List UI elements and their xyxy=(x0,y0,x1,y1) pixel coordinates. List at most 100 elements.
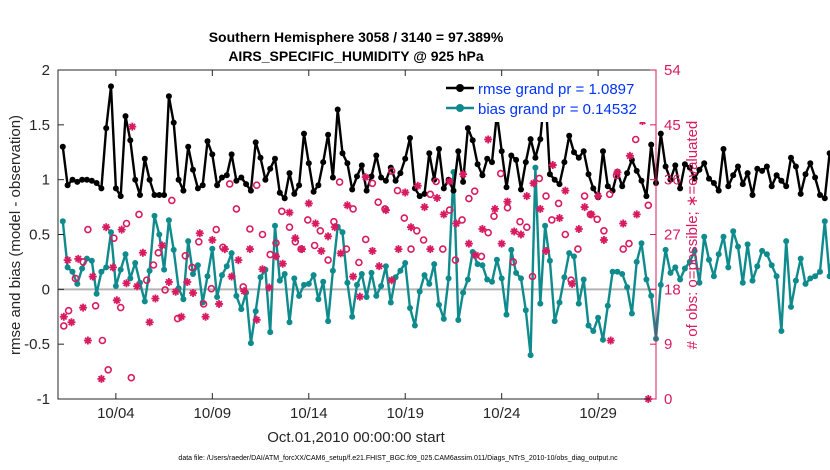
bias-point xyxy=(223,263,230,270)
bias-point xyxy=(783,238,790,245)
obs-possible-point xyxy=(438,245,447,253)
obs-evaluated-point xyxy=(215,299,224,308)
rmse-point xyxy=(759,167,766,174)
rmse-point xyxy=(730,172,737,179)
rmse-point xyxy=(474,161,481,168)
obs-possible-point xyxy=(516,217,524,226)
rmse-point xyxy=(296,182,303,189)
obs-evaluated-point xyxy=(336,249,345,258)
rmse-point xyxy=(778,177,785,184)
rmse-point xyxy=(407,135,413,141)
bias-point xyxy=(493,256,500,263)
obs-possible-point xyxy=(355,258,363,267)
rmse-point xyxy=(368,173,375,180)
obs-possible-point xyxy=(232,205,241,213)
obs-evaluated-point xyxy=(67,318,76,327)
obs-evaluated-point xyxy=(568,279,577,288)
rmse-point xyxy=(585,171,592,178)
rmse-point xyxy=(64,182,71,189)
rmse-point xyxy=(440,185,447,192)
y-tick-label-right: 9 xyxy=(664,336,672,353)
bias-point xyxy=(460,289,467,296)
rmse-point xyxy=(561,159,568,166)
obs-possible-point xyxy=(272,239,280,247)
bias-point xyxy=(407,305,413,311)
bias-point xyxy=(715,251,722,258)
bias-point xyxy=(455,317,462,323)
bias-point xyxy=(527,352,534,359)
bias-point xyxy=(382,263,389,270)
rmse-point xyxy=(532,154,539,161)
legend-rmse-marker xyxy=(456,84,464,92)
bias-point xyxy=(546,257,553,264)
bias-point xyxy=(571,253,577,260)
axis-ticks xyxy=(58,69,657,400)
rmse-point xyxy=(281,195,288,202)
obs-evaluated-point xyxy=(613,168,622,177)
obs-possible-point xyxy=(554,199,563,208)
rmse-point xyxy=(165,93,172,100)
rmse-point xyxy=(421,190,428,197)
obs-possible-point xyxy=(168,196,176,205)
obs-evaluated-point xyxy=(245,245,254,254)
chart-subtitle: AIRS_SPECIFIC_HUMIDITY @ 925 hPa xyxy=(228,48,484,64)
obs-possible-point xyxy=(127,373,136,382)
rmse-point xyxy=(276,189,283,196)
rmse-point xyxy=(604,183,611,190)
bias-point xyxy=(320,278,327,285)
obs-possible-point xyxy=(310,241,319,250)
obs-possible-point xyxy=(625,239,633,248)
rmse-point xyxy=(807,160,814,167)
y-tick-label-right: 36 xyxy=(664,172,681,189)
rmse-point xyxy=(194,185,201,192)
y-tick-label: 1 xyxy=(42,172,50,189)
rmse-point xyxy=(469,137,476,144)
bias-point xyxy=(59,218,66,225)
obs-evaluated-point xyxy=(375,262,384,271)
bias-point xyxy=(474,261,481,268)
bias-point xyxy=(720,233,727,240)
obs-evaluated-point xyxy=(97,374,106,383)
obs-evaluated-point xyxy=(490,204,499,213)
bias-point xyxy=(556,299,563,306)
rmse-point xyxy=(334,106,341,113)
obs-evaluated-point xyxy=(433,193,442,202)
rmse-point xyxy=(397,170,404,177)
bias-point xyxy=(146,267,153,274)
rmse-point xyxy=(98,185,105,192)
rmse-point xyxy=(291,190,298,197)
obs-evaluated-point xyxy=(252,315,261,324)
obs-possible-point xyxy=(335,178,344,186)
rmse-point xyxy=(725,183,732,190)
rmse-point xyxy=(378,174,385,181)
bias-point xyxy=(108,229,114,236)
rmse-point xyxy=(199,182,206,189)
y-tick-labels-right: 0 9 18 27 36 45 54 xyxy=(664,62,681,408)
rmse-point xyxy=(363,187,370,194)
bias-point xyxy=(802,280,809,287)
bias-point xyxy=(165,217,172,224)
obs-evaluated-point xyxy=(102,223,111,232)
rmse-point xyxy=(223,172,230,179)
bias-point xyxy=(151,212,158,219)
obs-evaluated-point xyxy=(304,199,313,208)
obs-evaluated-point xyxy=(439,210,448,219)
rmse-point xyxy=(749,192,756,198)
bias-point xyxy=(310,272,317,279)
rmse-point xyxy=(238,174,245,181)
bias-point xyxy=(735,243,741,250)
obs-evaluated-point xyxy=(516,230,525,239)
rmse-point xyxy=(151,192,158,198)
bias-point xyxy=(701,233,708,240)
obs-evaluated-point xyxy=(407,223,416,232)
obs-evaluated-point xyxy=(587,210,596,219)
bias-point xyxy=(739,279,746,286)
bias-point xyxy=(812,273,819,280)
rmse-point xyxy=(373,152,380,159)
obs-possible-point xyxy=(161,286,169,294)
obs-evaluated-point xyxy=(63,256,72,265)
bias-point xyxy=(276,277,283,284)
legend: rmse grand pr = 1.0897 bias grand pr = 0… xyxy=(442,78,650,122)
rmse-series xyxy=(59,83,830,202)
obs-possible-point xyxy=(374,198,383,206)
